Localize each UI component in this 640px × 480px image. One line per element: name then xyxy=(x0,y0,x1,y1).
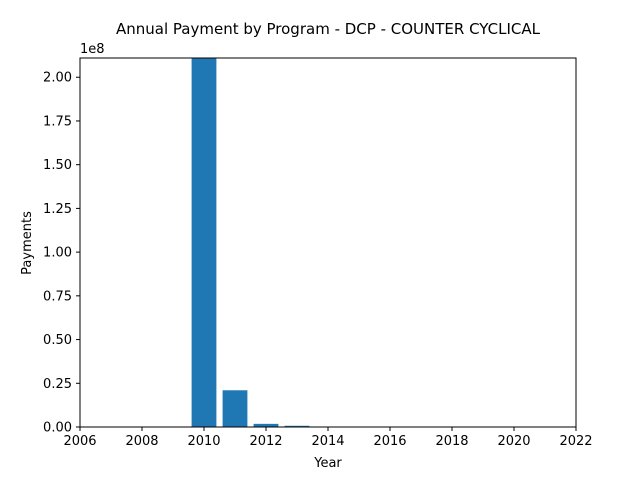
x-tick-label-2012: 2012 xyxy=(249,434,282,449)
y-tick-label-8: 2.00 xyxy=(43,71,72,86)
bar-2010 xyxy=(191,58,217,427)
axes-layer: 2006 2008 2010 2012 2014 2016 2018 2020 2022 0.00… xyxy=(43,57,593,449)
x-tick-label-2016: 2016 xyxy=(373,434,406,449)
plot-frame xyxy=(79,57,577,428)
x-tick-label-2008: 2008 xyxy=(125,434,158,449)
y-tick-label-0: 0.00 xyxy=(43,421,72,436)
y-tick-label-4: 1.00 xyxy=(43,246,72,261)
chart-title: Annual Payment by Program - DCP - COUNTE… xyxy=(116,20,541,38)
bars-layer xyxy=(191,58,372,427)
y-tick-label-7: 1.75 xyxy=(43,114,72,129)
y-axis-label: Payments xyxy=(20,211,35,275)
x-axis-label: Year xyxy=(313,456,342,471)
x-tick-label-2014: 2014 xyxy=(311,434,344,449)
bar-2011 xyxy=(222,390,248,427)
x-tick-label-2006: 2006 xyxy=(63,434,96,449)
y-tick-label-6: 1.50 xyxy=(43,158,72,173)
x-tick-label-2022: 2022 xyxy=(559,434,592,449)
x-tick-label-2020: 2020 xyxy=(497,434,530,449)
y-tick-label-3: 0.75 xyxy=(43,289,72,304)
bar-2013 xyxy=(284,425,310,427)
y-tick-label-5: 1.25 xyxy=(43,202,72,217)
x-tick-label-2010: 2010 xyxy=(187,434,220,449)
y-axis-offset-label: 1e8 xyxy=(80,42,105,57)
bar-2012 xyxy=(253,423,279,427)
y-tick-label-1: 0.25 xyxy=(43,377,72,392)
x-tick-label-2018: 2018 xyxy=(435,434,468,449)
y-tick-label-2: 0.50 xyxy=(43,333,72,348)
